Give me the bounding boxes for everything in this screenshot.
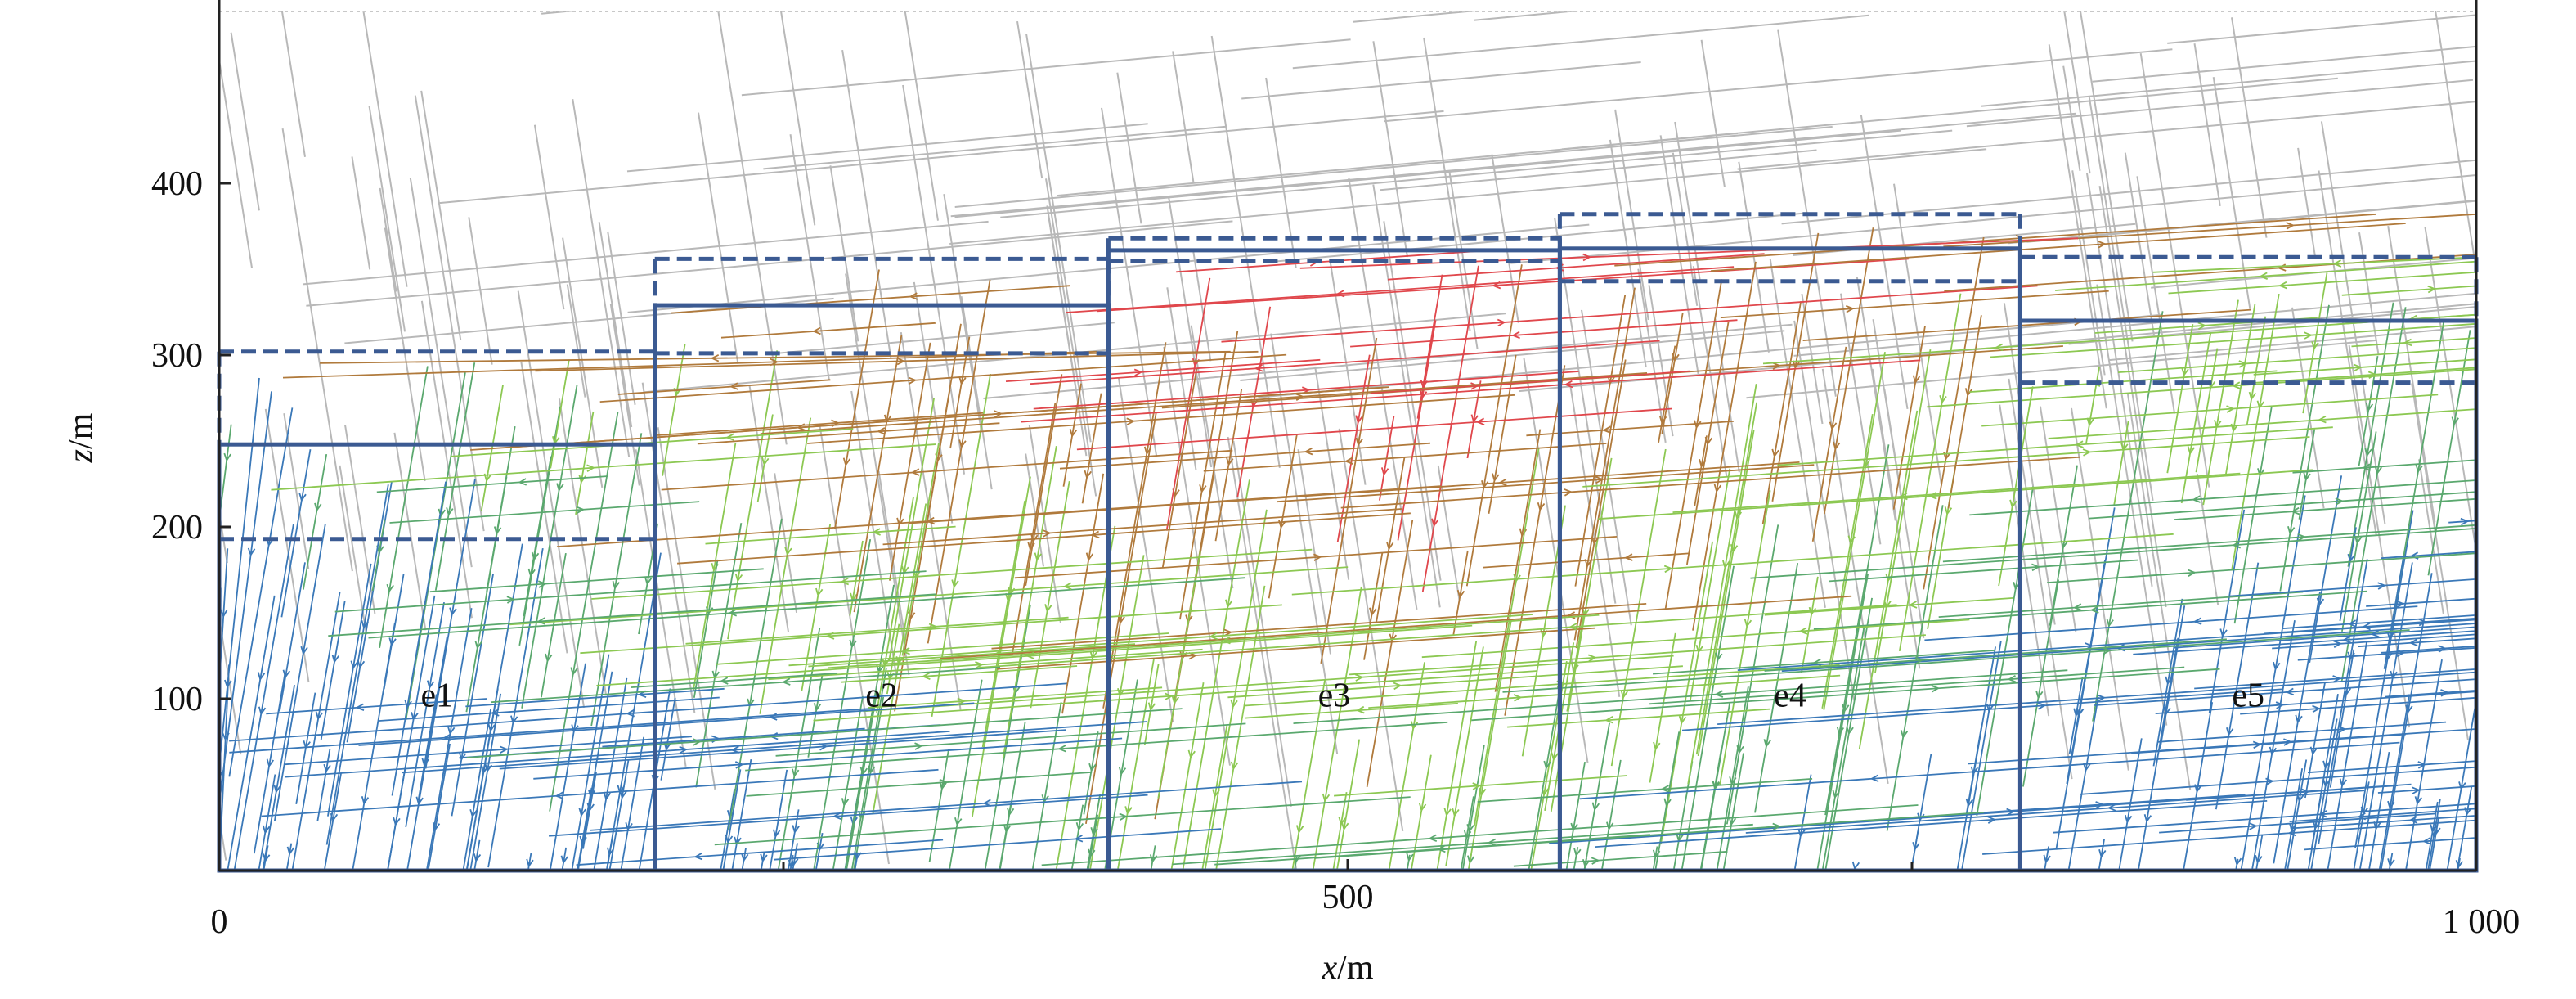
y-tick-label: 200 xyxy=(151,509,203,547)
y-tick-label: 100 xyxy=(151,681,203,718)
y-tick-label: 300 xyxy=(151,337,203,375)
background-fracture xyxy=(2516,153,2552,380)
y-tick-label: 400 xyxy=(151,165,203,203)
zone-label-e2: e2 xyxy=(865,677,898,715)
zone-label-e1: e1 xyxy=(420,677,453,715)
background-fracture xyxy=(2490,43,2534,324)
zone-label-e5: e5 xyxy=(2232,677,2264,715)
zone-label-e4: e4 xyxy=(1774,677,1806,715)
y-axis-label: z/m xyxy=(62,412,100,463)
x-tick-label: 500 xyxy=(1322,879,1374,916)
x-tick-label: 1 000 xyxy=(2443,903,2520,941)
zone-label-e3: e3 xyxy=(1318,677,1351,715)
background-fracture xyxy=(2493,401,2534,659)
x-tick-label: 0 xyxy=(211,903,228,941)
background-fracture xyxy=(322,0,1371,4)
x-axis-label: x/m xyxy=(1322,949,1374,987)
